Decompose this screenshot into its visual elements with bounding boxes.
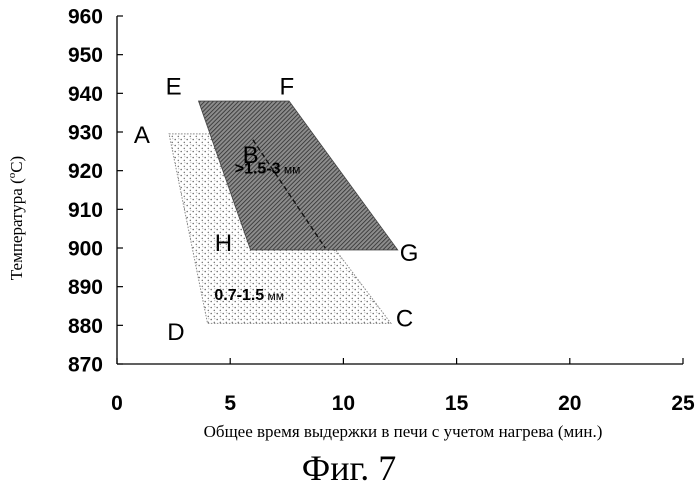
x-tick-label: 15 — [445, 392, 469, 415]
point-label-b: B — [243, 142, 259, 169]
y-tick-label: 930 — [68, 122, 103, 145]
point-label-c: C — [396, 306, 413, 333]
y-tick-label: 870 — [68, 354, 103, 377]
y-axis-title: Температура (oC) — [6, 156, 26, 280]
x-tick-label: 20 — [558, 392, 581, 415]
x-axis-title: Общее время выдержки в печи с учетом наг… — [204, 422, 603, 441]
y-tick-label: 940 — [68, 83, 103, 106]
y-tick-label: 900 — [68, 238, 103, 261]
x-tick-label: 0 — [111, 392, 123, 415]
y-tick-label: 960 — [68, 6, 103, 29]
plot-axes: 870 880 890 900 910 920 930 940 950 960 0 5 10 15 20 25 — [68, 6, 695, 416]
x-tick-label: 25 — [671, 392, 695, 415]
y-tick-label: 890 — [68, 276, 103, 299]
point-label-h: H — [215, 230, 232, 257]
x-tick-label: 5 — [224, 392, 236, 415]
y-tick-label: 920 — [68, 160, 103, 183]
point-label-g: G — [400, 240, 419, 267]
figure-caption: Фиг. 7 — [302, 448, 396, 488]
point-label-f: F — [279, 74, 294, 101]
y-tick-label: 880 — [68, 315, 103, 338]
point-label-d: D — [167, 319, 184, 346]
region-label-thin: 0.7-1.5 мм — [214, 287, 284, 304]
y-tick-label: 950 — [68, 44, 103, 67]
x-tick-label: 10 — [332, 392, 355, 415]
point-label-e: E — [166, 74, 182, 101]
y-tick-label: 910 — [68, 199, 103, 222]
point-label-a: A — [134, 122, 150, 149]
